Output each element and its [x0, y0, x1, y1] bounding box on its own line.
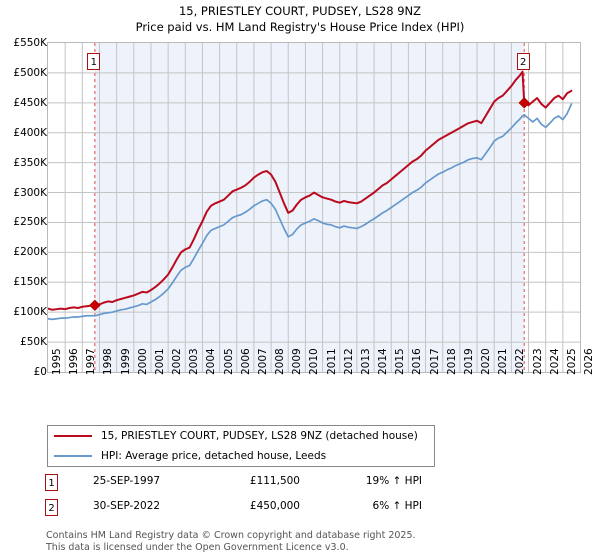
x-axis-tick-label: 2025	[565, 348, 578, 375]
x-axis-tick-label: 2003	[188, 348, 201, 375]
x-axis-tick-label: 2009	[291, 348, 304, 375]
x-axis-tick-label: 2012	[342, 348, 355, 375]
chart-legend: 15, PRIESTLEY COURT, PUDSEY, LS28 9NZ (d…	[47, 425, 435, 467]
x-axis-tick-label: 2010	[308, 348, 321, 375]
y-axis-tick-label: £350K	[13, 156, 47, 169]
sale-hpi-delta: 19% ↑ HPI	[365, 475, 422, 487]
x-axis-tick-label: 2016	[411, 348, 424, 375]
page-title: 15, PRIESTLEY COURT, PUDSEY, LS28 9NZ	[178, 4, 422, 18]
footer-line-1: Contains HM Land Registry data © Crown c…	[46, 530, 416, 541]
sale-point-markers	[89, 97, 530, 312]
sale-marker-box-1[interactable]: 1	[87, 53, 101, 70]
sales-table: 1 25-SEP-1997 £111,500 19% ↑ HPI 2 30-SEP-202…	[45, 472, 475, 522]
sale-point-marker	[518, 97, 530, 109]
x-axis-tick-label: 1996	[68, 348, 81, 375]
x-axis-tick-label: 2004	[205, 348, 218, 375]
sale-date: 25-SEP-1997	[93, 475, 161, 487]
legend-color-swatch	[54, 435, 92, 437]
x-axis-tick-label: 2020	[480, 348, 493, 375]
y-axis-tick-label: £50K	[20, 336, 47, 349]
x-axis-tick-label: 2001	[153, 348, 166, 375]
series-lines	[48, 70, 573, 321]
y-axis-tick-label: £100K	[13, 306, 47, 319]
legend-item: HPI: Average price, detached house, Leed…	[48, 446, 434, 466]
legend-item: 15, PRIESTLEY COURT, PUDSEY, LS28 9NZ (d…	[48, 426, 434, 446]
table-row: 1 25-SEP-1997 £111,500 19% ↑ HPI	[45, 472, 475, 497]
x-axis-tick-label: 2015	[394, 348, 407, 375]
sale-price: £450,000	[249, 500, 300, 512]
chart-plot-area	[47, 42, 581, 373]
legend-label: HPI: Average price, detached house, Leed…	[101, 450, 327, 462]
x-axis-tick-label: 2026	[583, 348, 595, 375]
y-axis-tick-label: £250K	[13, 216, 47, 229]
footer-attribution: Contains HM Land Registry data © Crown c…	[46, 530, 586, 553]
y-axis-tick-label: £150K	[13, 276, 47, 289]
x-axis-tick-label: 2023	[531, 348, 544, 375]
y-axis-tick-label: £500K	[13, 66, 47, 79]
x-axis-tick-label: 2005	[222, 348, 235, 375]
y-axis-tick-label: £200K	[13, 246, 47, 259]
x-axis-tick-label: 2000	[136, 348, 149, 375]
x-axis-tick-label: 2014	[377, 348, 390, 375]
y-axis-tick-label: £0	[33, 366, 47, 378]
footer-line-2: This data is licensed under the Open Gov…	[46, 541, 349, 553]
legend-label: 15, PRIESTLEY COURT, PUDSEY, LS28 9NZ (d…	[101, 430, 418, 442]
y-axis-tick-label: £400K	[13, 126, 47, 139]
x-axis-tick-label: 2011	[325, 348, 338, 375]
x-axis-tick-label: 1998	[102, 348, 115, 375]
legend-color-swatch	[54, 455, 92, 457]
x-axis-tick-label: 2008	[274, 348, 287, 375]
sale-hpi-delta: 6% ↑ HPI	[372, 500, 422, 512]
x-axis-tick-label: 2013	[359, 348, 372, 375]
x-axis-tick-label: 2002	[171, 348, 184, 375]
sale-point-marker	[89, 299, 101, 312]
x-axis-tick-label: 2019	[462, 348, 475, 375]
x-axis-tick-label: 2017	[428, 348, 441, 375]
y-axis-tick-label: £550K	[13, 37, 47, 49]
page-subtitle: Price paid vs. HM Land Registry's House …	[135, 20, 465, 34]
x-axis-tick-label: 2021	[497, 348, 510, 375]
y-axis-tick-label: £300K	[13, 186, 47, 199]
sale-span-shading	[94, 43, 525, 372]
x-axis-tick-label: 1995	[51, 348, 63, 375]
series-line-property	[48, 70, 573, 311]
x-axis-tick-label: 1999	[119, 348, 132, 375]
sale-marker-box-2[interactable]: 2	[516, 53, 530, 70]
x-axis-tick-label: 2024	[548, 348, 561, 375]
y-axis-tick-label: £450K	[13, 96, 47, 109]
x-axis-tick-label: 2018	[445, 348, 458, 375]
series-line-hpi	[48, 103, 573, 321]
sale-index-badge[interactable]: 1	[45, 474, 58, 491]
sale-date: 30-SEP-2022	[93, 500, 161, 512]
sale-index-badge[interactable]: 2	[45, 499, 58, 516]
x-axis-tick-label: 2007	[256, 348, 269, 375]
table-row: 2 30-SEP-2022 £450,000 6% ↑ HPI	[45, 497, 475, 522]
chart-svg	[48, 43, 580, 372]
x-axis-tick-label: 2006	[239, 348, 252, 375]
x-axis-tick-label: 2022	[514, 348, 527, 375]
chart-title-block: 15, PRIESTLEY COURT, PUDSEY, LS28 9NZ Pr…	[0, 3, 600, 35]
grid-lines	[48, 43, 580, 372]
sale-price: £111,500	[249, 475, 300, 487]
x-axis-tick-label: 1997	[85, 348, 98, 375]
